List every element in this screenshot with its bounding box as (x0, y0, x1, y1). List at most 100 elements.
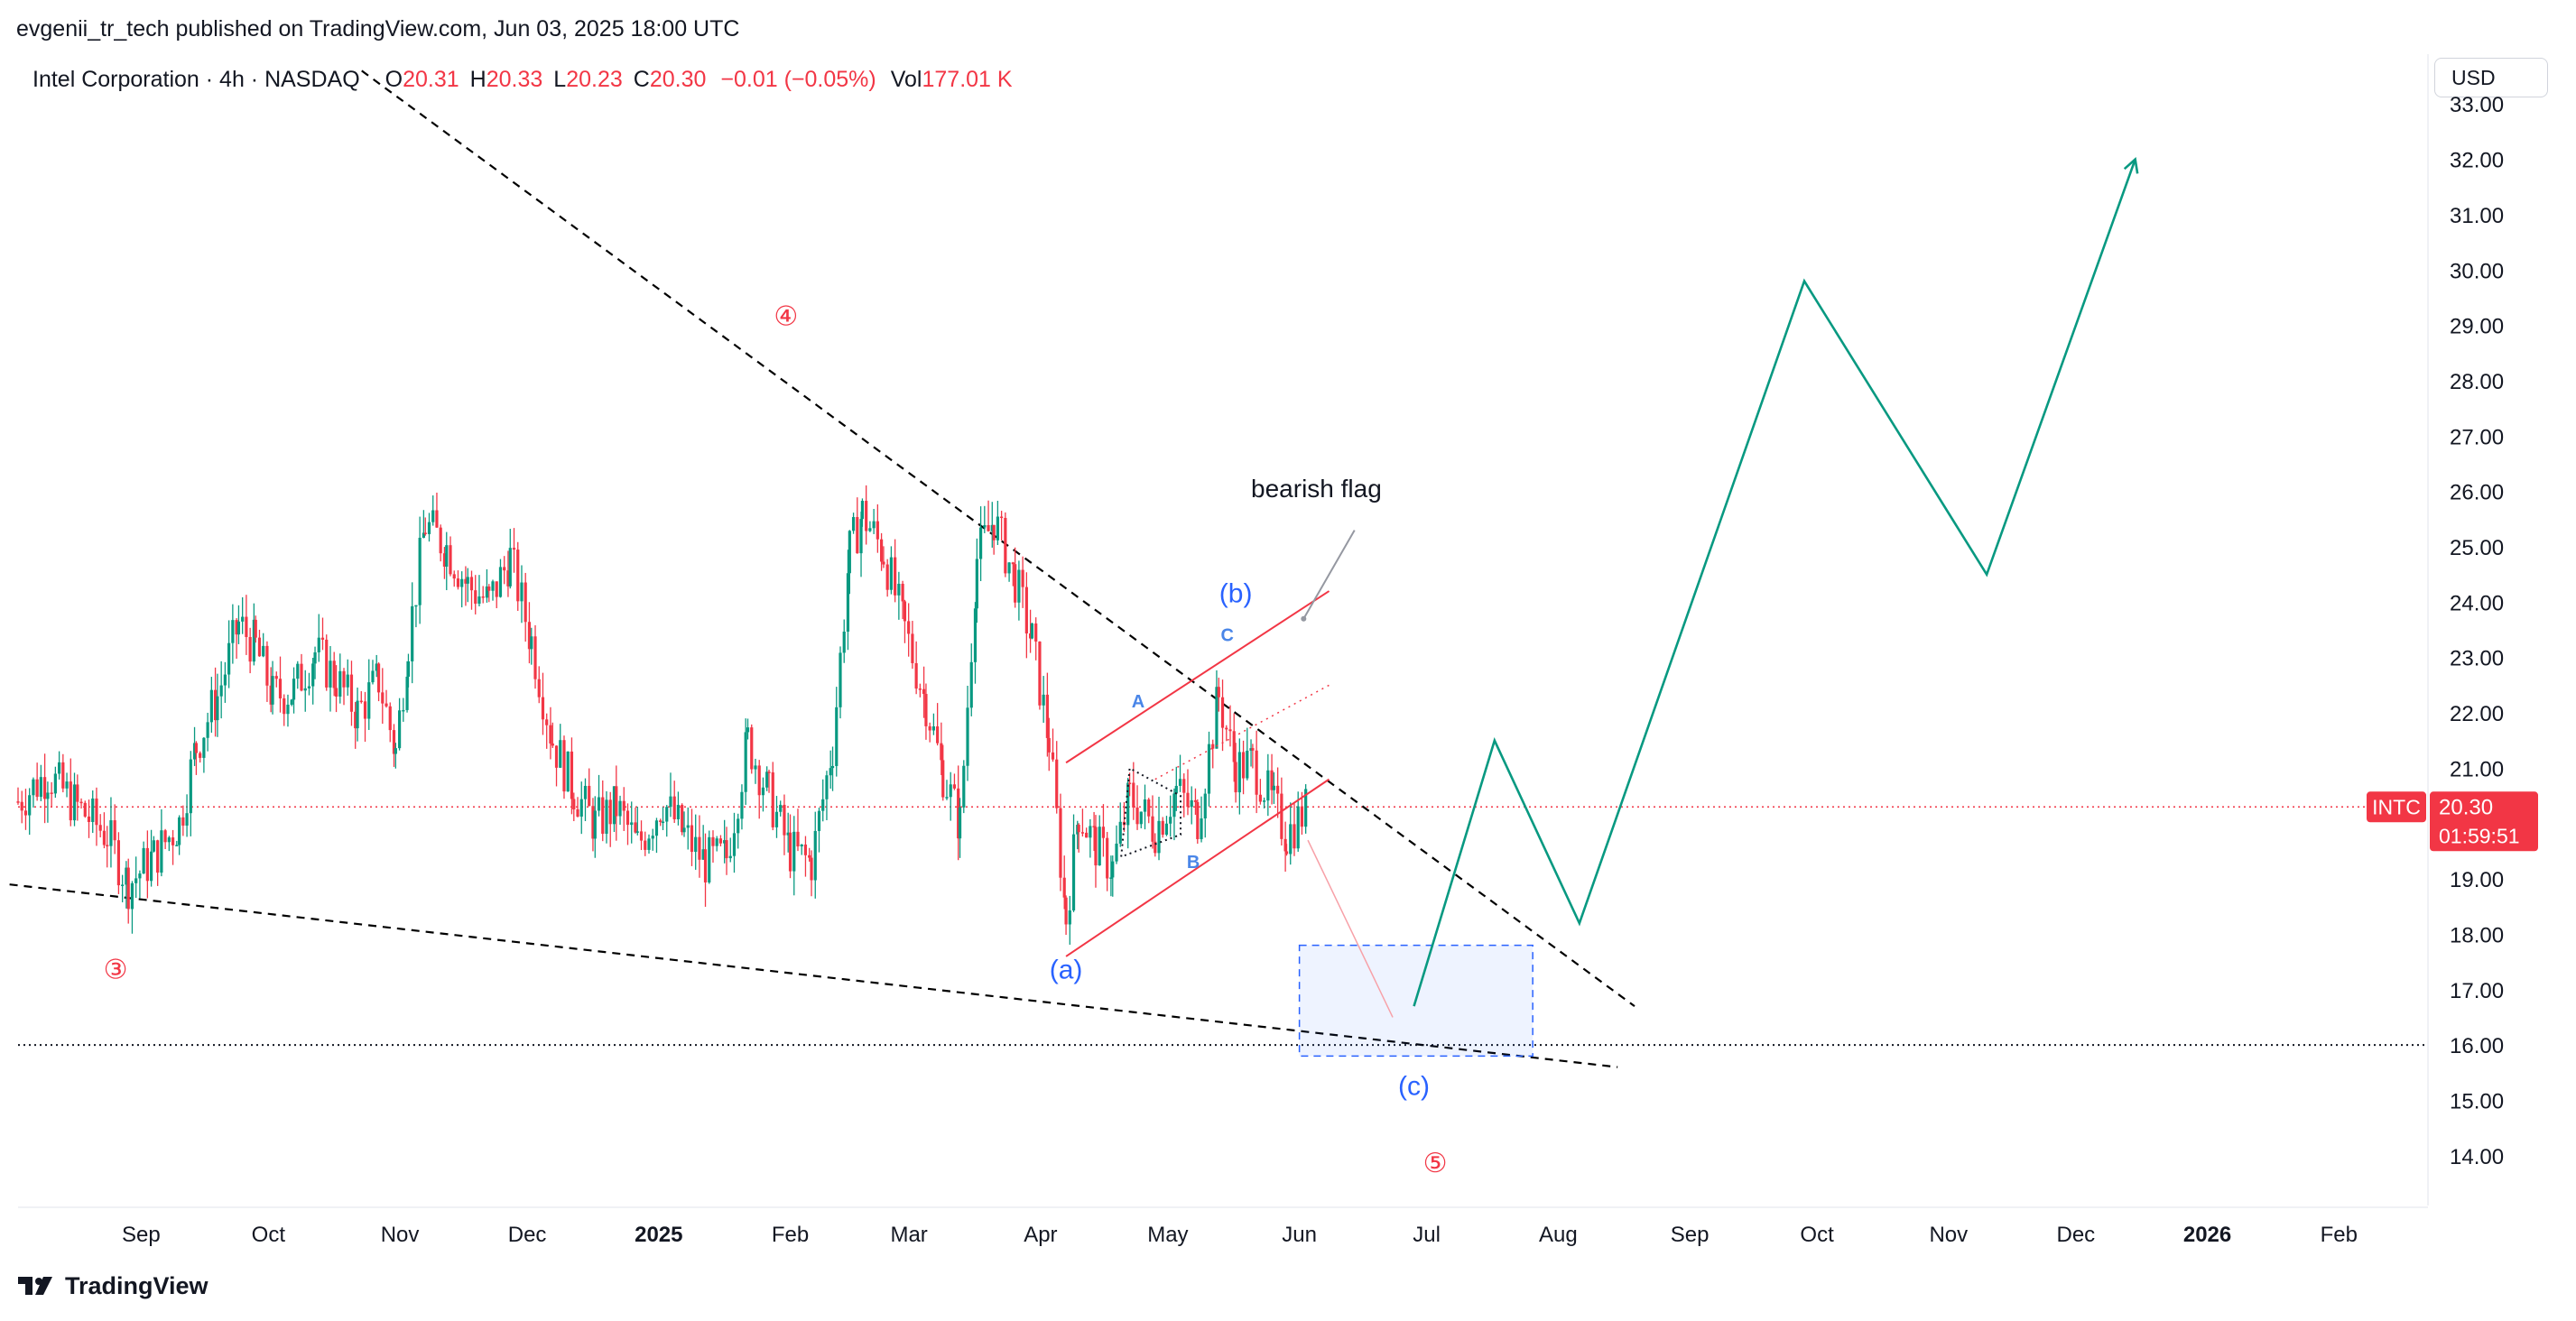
candle-body (385, 703, 388, 707)
candle-body (1251, 748, 1255, 751)
candle-body (39, 777, 42, 798)
candle-body (1139, 811, 1143, 825)
candle-body (1118, 821, 1122, 844)
candle-body (69, 781, 72, 821)
candle-body (392, 730, 396, 754)
candle-body (1059, 808, 1062, 878)
candle-body (257, 637, 262, 657)
currency-button[interactable]: USD (2434, 58, 2548, 97)
candle-body (1246, 750, 1249, 779)
candle-body (1038, 642, 1042, 706)
candle-body (245, 616, 248, 637)
candle-body (757, 765, 761, 796)
candle-body (810, 857, 813, 881)
volume-label: Vol (890, 67, 922, 92)
candle-body (427, 522, 431, 534)
candle-body (690, 825, 694, 853)
candle-body (452, 574, 456, 579)
candle-body (992, 524, 996, 540)
candle-body (28, 795, 32, 816)
candle-body (1021, 569, 1024, 587)
candle-body (868, 528, 872, 531)
candle-body (95, 798, 98, 826)
candle-body (1237, 752, 1241, 793)
candle-body (570, 751, 574, 799)
candle-body (792, 831, 796, 872)
wave-label: bearish flag (1251, 475, 1382, 503)
y-tick-label: 33.00 (2450, 93, 2504, 117)
candle-body (185, 813, 189, 826)
candle-body (209, 689, 213, 723)
candle-body (698, 836, 701, 860)
candle-body (274, 676, 278, 679)
candle-body (342, 670, 346, 688)
candle-body (1000, 516, 1004, 519)
candle-body (572, 799, 576, 809)
candle-body (265, 645, 269, 686)
flag-channel-mid (1154, 684, 1330, 781)
candle-body (723, 840, 727, 844)
x-tick-label: Nov (1929, 1223, 1968, 1247)
candle-body (1080, 832, 1085, 834)
candle-body (1042, 694, 1045, 706)
candle-body (987, 524, 990, 531)
candle-body (1232, 731, 1236, 762)
candle-body (192, 743, 197, 760)
candle-body (102, 830, 107, 845)
candle-body (65, 781, 69, 789)
candle-body (1270, 770, 1274, 790)
candle-body (1217, 687, 1220, 697)
change-value: −0.01 (−0.05%) (720, 67, 876, 92)
candle-body (254, 619, 257, 638)
chart-legend: Intel Corporation · 4h · NASDAQ O 20.31 H… (32, 67, 1013, 93)
candle-body (647, 838, 651, 850)
brand-name: TradingView (65, 1272, 208, 1299)
candle-body (20, 801, 23, 811)
candle-body (296, 663, 300, 679)
candle-body (435, 510, 439, 528)
candle-body (813, 830, 817, 881)
candle-body (271, 676, 274, 705)
wave-label: (b) (1219, 578, 1253, 608)
candle-body (241, 616, 245, 622)
candle-body (300, 663, 303, 691)
candle-body (442, 553, 447, 567)
candle-body (485, 587, 489, 598)
candle-body (537, 679, 541, 697)
candle-body (292, 679, 296, 700)
candle-body (551, 744, 554, 746)
candle-body (761, 787, 765, 796)
symbol-title[interactable]: Intel Corporation · 4h · NASDAQ (32, 67, 360, 92)
candle-body (975, 559, 978, 609)
y-tick-label: 18.00 (2450, 923, 2504, 947)
candle-body (1234, 762, 1237, 793)
volume-value: 177.01 K (922, 67, 1013, 92)
candle-body (113, 820, 116, 841)
candle-body (189, 759, 192, 814)
lower-trendline (9, 883, 1618, 1068)
candle-body (206, 722, 209, 738)
candle-body (313, 651, 317, 664)
candle-body (320, 637, 325, 640)
candle-body (1157, 820, 1161, 854)
candle-body (1296, 806, 1300, 849)
candle-body (1034, 623, 1038, 642)
y-tick-label: 15.00 (2450, 1089, 2504, 1113)
candle-body (788, 832, 792, 872)
candle-body (825, 775, 829, 799)
ticker-tag-bg (2367, 791, 2426, 823)
candle-body (1101, 827, 1106, 838)
candle-body (87, 816, 91, 822)
candle-body (549, 725, 552, 744)
candle-body (918, 688, 922, 690)
candle-body (651, 836, 654, 839)
candle-body (79, 801, 83, 804)
candle-body (43, 777, 47, 799)
candle-body (786, 832, 790, 836)
candle-body (1272, 785, 1276, 790)
tradingview-brand[interactable]: TradingView (16, 1272, 208, 1300)
candle-body (286, 704, 290, 715)
candle-body (466, 577, 469, 584)
candle-body (269, 685, 273, 705)
